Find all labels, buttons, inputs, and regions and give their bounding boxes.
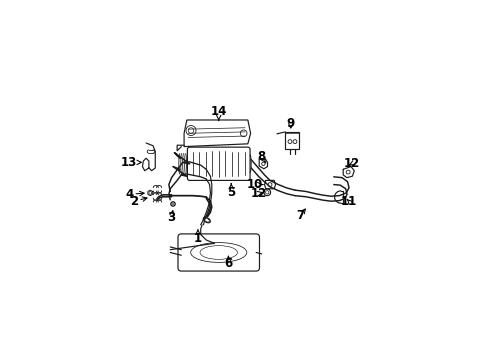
Text: 14: 14 [210, 105, 226, 121]
Text: 12: 12 [250, 187, 266, 200]
Text: 2: 2 [130, 195, 147, 208]
Text: 9: 9 [286, 117, 294, 130]
Text: 10: 10 [246, 178, 263, 191]
Text: 3: 3 [167, 211, 175, 224]
Bar [285, 132, 299, 149]
Text: 12: 12 [343, 157, 359, 170]
Text: 4: 4 [125, 188, 144, 201]
Text: 11: 11 [340, 195, 356, 208]
Text: 8: 8 [257, 150, 265, 163]
Text: 5: 5 [226, 184, 235, 199]
FancyBboxPatch shape [178, 234, 259, 271]
Text: 6: 6 [224, 256, 232, 270]
Text: 1: 1 [193, 229, 202, 245]
Text: 13: 13 [121, 156, 141, 169]
Text: 7: 7 [296, 208, 305, 221]
FancyBboxPatch shape [187, 147, 249, 180]
